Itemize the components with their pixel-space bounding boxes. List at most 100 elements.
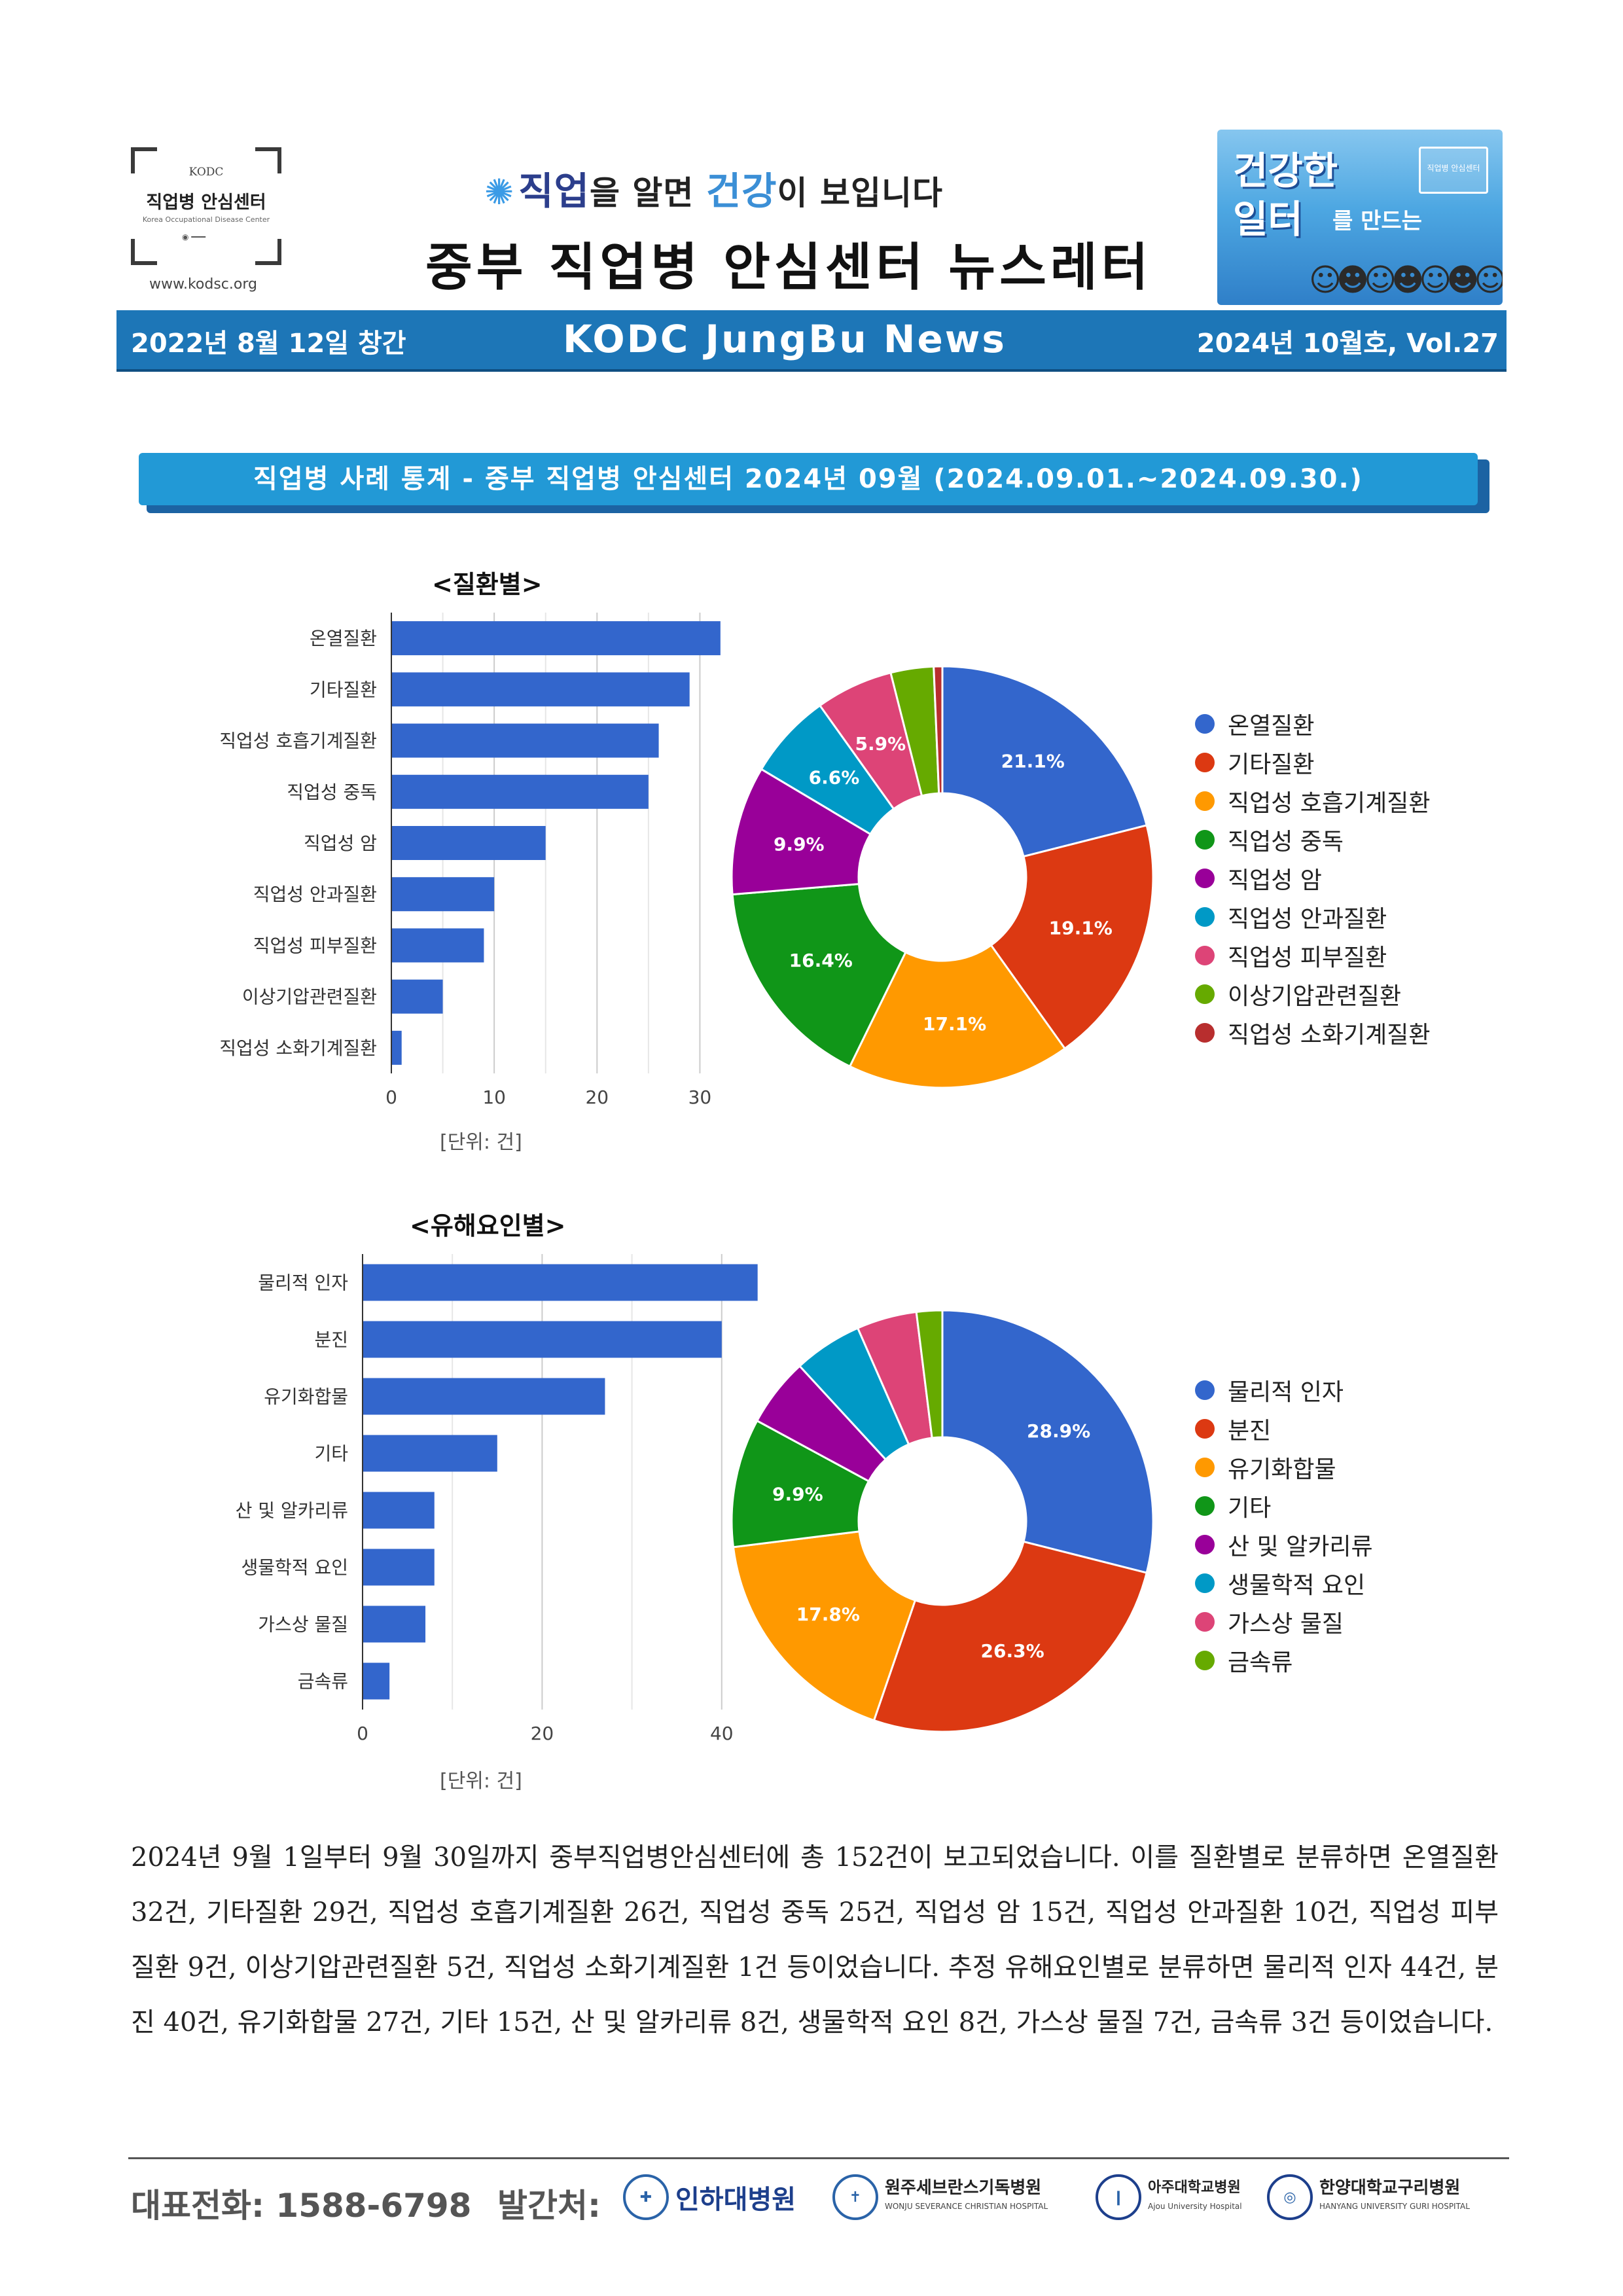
- slice-label: 6.6%: [809, 767, 860, 789]
- pie-slice: [730, 1419, 870, 1549]
- bar: [363, 1662, 390, 1700]
- legend-dot-icon: [1195, 752, 1215, 772]
- footer-phone: 대표전화: 1588-6798: [131, 2187, 472, 2225]
- slice-label: 16.4%: [789, 950, 853, 971]
- hospital-sub: Ajou University Hospital: [1148, 2202, 1242, 2211]
- slogan: ✺ 직업을 알면 건강이 보입니다: [484, 160, 943, 215]
- slice-label: 28.9%: [1027, 1420, 1090, 1442]
- category-label: 온열질환: [310, 628, 377, 649]
- legend-label: 금속류: [1228, 1649, 1293, 1676]
- disease-chart-title: <질환별>: [432, 570, 543, 599]
- slice-label: 9.9%: [774, 833, 825, 855]
- x-tick-label: 0: [357, 1723, 368, 1744]
- legend-label: 생물학적 요인: [1228, 1571, 1366, 1599]
- hospital-emblem-icon: ❙: [1096, 2174, 1141, 2220]
- hospital-hanyang: ◎ 한양대학교구리병원 HANYANG UNIVERSITY GURI HOSPI…: [1267, 2174, 1470, 2220]
- bar: [391, 826, 546, 860]
- hospital-name: 아주대학교병원: [1148, 2179, 1241, 2196]
- bar: [391, 928, 484, 963]
- legend-dot-icon: [1195, 868, 1215, 888]
- legend-label: 직업성 중독: [1228, 828, 1344, 855]
- slice-label: 21.1%: [1001, 750, 1065, 772]
- bar: [391, 672, 690, 707]
- slice-label: 26.3%: [981, 1640, 1044, 1662]
- section-title: 직업병 사례 통계 - 중부 직업병 안심센터 2024년 09월 (2024.…: [139, 453, 1478, 505]
- newsletter-title: 중부 직업병 안심센터 뉴스레터: [425, 238, 1152, 297]
- bar: [391, 877, 495, 912]
- footer-divider: [128, 2157, 1509, 2159]
- banner-line2: 일터: [1233, 197, 1303, 242]
- hospital-name: 원주세브란스기독병원: [885, 2178, 1042, 2198]
- legend-item: 직업성 중독: [1195, 820, 1431, 859]
- legend-dot-icon: [1195, 1022, 1215, 1043]
- pie-slice: [848, 944, 1067, 1089]
- category-label: 직업성 암: [304, 833, 377, 854]
- hospital-name: 인하대병원: [675, 2185, 796, 2215]
- legend-label: 이상기압관련질환: [1228, 982, 1401, 1010]
- legend-item: 직업성 안과질환: [1195, 897, 1431, 936]
- legend-item: 산 및 알카리류: [1195, 1525, 1373, 1564]
- kodc-logo: KODC 직업병 안심센터 Korea Occupational Disease…: [131, 147, 281, 265]
- bar: [363, 1549, 435, 1586]
- legend-dot-icon: [1195, 1534, 1215, 1554]
- category-label: 직업성 호흡기계질환: [219, 730, 377, 752]
- newsletter-name: KODC JungBu News: [563, 317, 1007, 361]
- legend-label: 산 및 알카리류: [1228, 1533, 1373, 1560]
- government-emblem-icon: ◉ ━━━: [182, 232, 205, 242]
- legend-item: 분진: [1195, 1409, 1373, 1448]
- slice-label: 19.1%: [1049, 917, 1113, 939]
- legend-item: 가스상 물질: [1195, 1602, 1373, 1641]
- slice-label: 9.9%: [772, 1483, 823, 1505]
- legend-label: 유기화합물: [1228, 1456, 1336, 1483]
- disease-donut-chart: 21.1% 19.1% 17.1% 16.4% 9.9% 6.6% 5.9%: [730, 665, 1154, 1089]
- hospital-emblem-icon: ◎: [1267, 2174, 1313, 2220]
- logo-kodc-text: KODC: [188, 166, 224, 179]
- legend-dot-icon: [1195, 906, 1215, 927]
- founded-date: 2022년 8월 12일 창간: [131, 329, 406, 359]
- category-label: 유기화합물: [264, 1386, 348, 1408]
- slogan-part1: 직업: [518, 169, 590, 213]
- hospital-ajou: ❙ 아주대학교병원 Ajou University Hospital: [1096, 2174, 1242, 2220]
- legend-label: 가스상 물질: [1228, 1610, 1344, 1638]
- pie-slice: [941, 665, 1148, 858]
- hospital-inha: ✚ 인하대병원: [623, 2174, 796, 2220]
- disease-legend: 온열질환 기타질환 직업성 호흡기계질환 직업성 중독 직업성 암 직업성 안과질환 직업성…: [1195, 704, 1431, 1052]
- legend-label: 직업성 소화기계질환: [1228, 1021, 1431, 1049]
- logo-center-name: 직업병 안심센터: [146, 192, 266, 213]
- slogan-part3: 건강: [705, 169, 777, 213]
- bar: [363, 1264, 758, 1301]
- bar: [391, 979, 443, 1014]
- legend-label: 분진: [1228, 1417, 1272, 1444]
- bar: [363, 1605, 426, 1643]
- legend-item: 직업성 피부질환: [1195, 936, 1431, 975]
- bar: [363, 1492, 435, 1529]
- slice-label: 17.1%: [923, 1013, 986, 1035]
- category-label: 기타질환: [310, 679, 377, 700]
- healthy-workplace-banner: 건강한 일터 를 만드는 직업병 안심센터 ☺☻☺☻☺☻☺: [1217, 130, 1503, 305]
- hazard-unit-label: [단위: 건]: [440, 1770, 522, 1793]
- bar: [363, 1321, 722, 1358]
- legend-dot-icon: [1195, 1496, 1215, 1516]
- hospital-sub: WONJU SEVERANCE CHRISTIAN HOSPITAL: [885, 2202, 1048, 2211]
- legend-item: 이상기압관련질환: [1195, 975, 1431, 1013]
- legend-dot-icon: [1195, 713, 1215, 734]
- hospital-wonju: ✝ 원주세브란스기독병원 WONJU SEVERANCE CHRISTIAN HO…: [832, 2174, 1048, 2220]
- pie-slice: [730, 768, 872, 896]
- category-label: 직업성 소화기계질환: [219, 1037, 377, 1059]
- banner-line1: 건강한: [1233, 149, 1338, 193]
- legend-item: 기타: [1195, 1486, 1373, 1525]
- legend-dot-icon: [1195, 829, 1215, 850]
- category-label: 기타: [314, 1443, 348, 1465]
- disease-unit-label: [단위: 건]: [440, 1131, 522, 1154]
- banner-line3: 를 만드는: [1332, 208, 1422, 234]
- legend-item: 유기화합물: [1195, 1448, 1373, 1486]
- legend-dot-icon: [1195, 945, 1215, 965]
- slice-label: 17.8%: [796, 1604, 860, 1625]
- category-label: 물리적 인자: [258, 1272, 348, 1294]
- legend-item: 물리적 인자: [1195, 1371, 1373, 1409]
- legend-label: 직업성 암: [1228, 867, 1322, 894]
- legend-item: 금속류: [1195, 1641, 1373, 1679]
- legend-label: 온열질환: [1228, 712, 1315, 740]
